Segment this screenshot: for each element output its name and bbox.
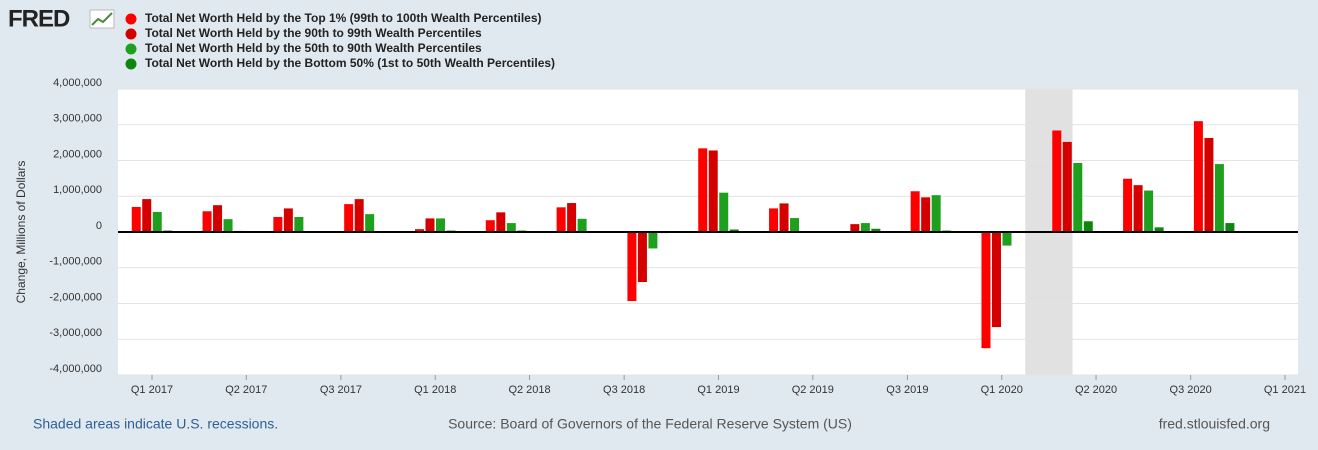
bar	[1144, 190, 1154, 232]
bar	[496, 212, 506, 232]
legend-swatch	[125, 43, 137, 55]
y-tick-label: -3,000,000	[49, 327, 102, 339]
legend-label: Total Net Worth Held by the 90th to 99th…	[145, 26, 482, 40]
logo: FRED	[8, 5, 70, 32]
y-tick-label: -2,000,000	[49, 291, 102, 303]
y-axis-label: Change, Millions of Dollars	[14, 161, 28, 304]
bar	[850, 224, 860, 232]
bar	[294, 216, 304, 232]
bar	[1123, 178, 1133, 232]
legend-label: Total Net Worth Held by the 50th to 90th…	[145, 41, 482, 55]
bar	[577, 218, 587, 232]
bar	[779, 203, 789, 232]
bar	[1193, 121, 1203, 232]
bar	[860, 223, 870, 232]
bar	[648, 232, 658, 249]
bar	[729, 229, 739, 232]
bar	[698, 148, 708, 232]
bar	[921, 197, 931, 232]
x-tick-label: Q1 2021	[1264, 384, 1306, 396]
bar	[790, 218, 800, 232]
bar	[708, 150, 718, 232]
bar	[719, 192, 729, 232]
bar	[213, 205, 223, 232]
x-tick-label: Q3 2019	[886, 384, 928, 396]
legend-swatch	[125, 28, 137, 40]
x-tick-label: Q1 2020	[981, 384, 1023, 396]
bar	[1214, 164, 1224, 232]
bar	[1133, 185, 1143, 232]
bar	[1062, 141, 1072, 232]
source: Source: Board of Governors of the Federa…	[448, 416, 852, 432]
legend-label: Total Net Worth Held by the Top 1% (99th…	[145, 11, 542, 25]
bar	[425, 218, 435, 232]
y-tick-label: 0	[96, 220, 102, 232]
bar	[365, 214, 375, 232]
x-tick-label: Q1 2018	[414, 384, 456, 396]
logo-icon	[89, 9, 115, 29]
bar	[637, 232, 647, 283]
bar	[567, 203, 577, 232]
bar	[485, 220, 495, 232]
y-tick-label: -4,000,000	[49, 363, 102, 375]
bar	[142, 199, 152, 232]
bar	[1204, 137, 1214, 232]
bar	[152, 211, 162, 232]
legend-swatch	[125, 58, 137, 70]
bar	[273, 216, 283, 232]
bar	[627, 232, 637, 301]
bar	[981, 232, 991, 349]
bar	[931, 195, 941, 232]
bar	[769, 208, 779, 232]
bar	[354, 199, 364, 232]
x-tick-label: Q2 2019	[792, 384, 834, 396]
y-tick-label: 3,000,000	[53, 113, 102, 125]
x-tick-label: Q1 2017	[131, 384, 173, 396]
y-tick-label: 1,000,000	[53, 184, 102, 196]
bar	[1154, 227, 1164, 232]
bar	[1225, 223, 1235, 232]
x-tick-label: Q3 2017	[320, 384, 362, 396]
bar	[414, 229, 424, 232]
legend-swatch	[125, 13, 137, 25]
bar	[506, 223, 516, 232]
site: fred.stlouisfed.org	[1159, 416, 1270, 432]
y-tick-label: 4,000,000	[53, 77, 102, 89]
y-tick-label: 2,000,000	[53, 148, 102, 160]
x-tick-label: Q3 2018	[603, 384, 645, 396]
bar	[131, 206, 141, 232]
y-tick-label: -1,000,000	[49, 256, 102, 268]
bar	[1002, 232, 1012, 246]
bar	[1083, 221, 1093, 232]
x-tick-label: Q1 2019	[697, 384, 739, 396]
bar	[202, 211, 212, 232]
bar	[223, 219, 233, 232]
bar	[1073, 163, 1083, 232]
recession-note: Shaded areas indicate U.S. recessions.	[33, 416, 278, 432]
bar	[283, 208, 293, 232]
bar	[871, 228, 881, 232]
bar	[991, 232, 1001, 328]
x-tick-label: Q2 2018	[508, 384, 550, 396]
bar	[344, 204, 354, 232]
bar	[435, 218, 445, 232]
bar	[1052, 130, 1062, 232]
bar	[556, 207, 566, 232]
x-tick-label: Q2 2017	[225, 384, 267, 396]
x-tick-label: Q3 2020	[1170, 384, 1212, 396]
x-tick-label: Q2 2020	[1075, 384, 1117, 396]
legend-label: Total Net Worth Held by the Bottom 50% (…	[145, 56, 555, 70]
bar	[910, 191, 920, 232]
